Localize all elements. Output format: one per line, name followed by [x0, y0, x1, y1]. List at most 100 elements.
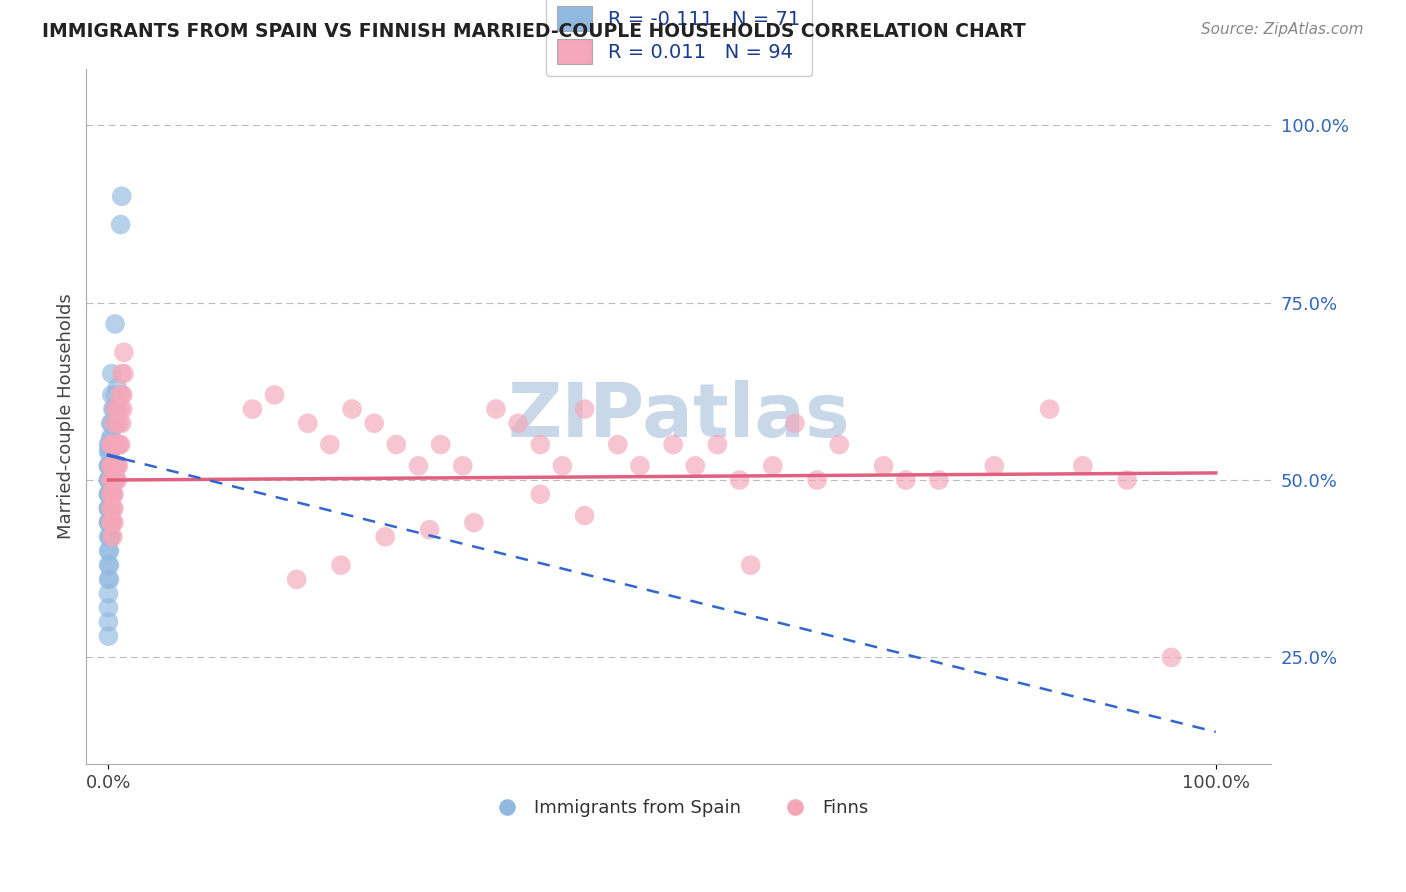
Point [100, 516, 122, 530]
Point [529, 487, 551, 501]
Point [100, 487, 122, 501]
Point [101, 437, 124, 451]
Point [97, 444, 120, 458]
Point [97, 487, 120, 501]
Point [104, 388, 127, 402]
Point [108, 388, 131, 402]
Point [1071, 458, 1094, 473]
Point [97, 600, 120, 615]
Point [104, 317, 127, 331]
Text: ZIPatlas: ZIPatlas [508, 380, 851, 452]
Point [111, 189, 134, 203]
Point [110, 437, 132, 451]
Point [100, 437, 122, 451]
Point [100, 530, 122, 544]
Point [104, 473, 127, 487]
Point [100, 516, 122, 530]
Point [97, 487, 120, 501]
Point [662, 437, 685, 451]
Point [100, 430, 122, 444]
Point [740, 558, 762, 573]
Point [285, 573, 308, 587]
Point [98, 437, 121, 451]
Point [105, 458, 128, 473]
Point [408, 458, 430, 473]
Point [100, 473, 122, 487]
Point [97, 586, 120, 600]
Point [111, 367, 134, 381]
Point [551, 458, 574, 473]
Point [105, 473, 128, 487]
Point [242, 402, 264, 417]
Point [485, 402, 508, 417]
Text: IMMIGRANTS FROM SPAIN VS FINNISH MARRIED-COUPLE HOUSEHOLDS CORRELATION CHART: IMMIGRANTS FROM SPAIN VS FINNISH MARRIED… [42, 22, 1026, 41]
Point [100, 367, 122, 381]
Point [98, 501, 121, 516]
Point [110, 402, 132, 417]
Point [103, 437, 125, 451]
Point [108, 437, 131, 451]
Point [806, 473, 828, 487]
Point [98, 487, 121, 501]
Point [100, 430, 122, 444]
Point [100, 487, 122, 501]
Point [97, 501, 120, 516]
Point [104, 437, 127, 451]
Point [98, 444, 121, 458]
Point [100, 388, 122, 402]
Point [98, 473, 121, 487]
Point [98, 458, 121, 473]
Point [828, 437, 851, 451]
Point [103, 458, 125, 473]
Point [105, 437, 128, 451]
Point [374, 530, 396, 544]
Point [97, 615, 120, 629]
Point [872, 458, 894, 473]
Point [103, 417, 125, 431]
Point [98, 473, 121, 487]
Point [103, 516, 125, 530]
Point [101, 402, 124, 417]
Point [111, 388, 134, 402]
Point [385, 437, 408, 451]
Point [98, 530, 121, 544]
Point [1039, 402, 1062, 417]
Point [100, 487, 122, 501]
Point [330, 558, 353, 573]
Point [98, 573, 121, 587]
Point [104, 458, 127, 473]
Point [508, 417, 530, 431]
Point [529, 437, 551, 451]
Point [100, 458, 122, 473]
Point [103, 501, 125, 516]
Point [98, 501, 121, 516]
Point [100, 473, 122, 487]
Point [894, 473, 917, 487]
Point [101, 530, 124, 544]
Point [606, 437, 628, 451]
Point [107, 402, 129, 417]
Point [105, 402, 128, 417]
Point [97, 516, 120, 530]
Point [103, 458, 125, 473]
Point [105, 473, 128, 487]
Point [100, 487, 122, 501]
Point [107, 437, 129, 451]
Point [98, 558, 121, 573]
Point [100, 437, 122, 451]
Point [105, 437, 128, 451]
Point [101, 437, 124, 451]
Point [319, 437, 342, 451]
Point [100, 458, 122, 473]
Point [97, 516, 120, 530]
Point [100, 530, 122, 544]
Point [100, 473, 122, 487]
Point [103, 437, 125, 451]
Point [101, 458, 124, 473]
Point [928, 473, 950, 487]
Point [574, 508, 596, 523]
Point [98, 516, 121, 530]
Point [451, 458, 474, 473]
Point [1116, 473, 1139, 487]
Point [983, 458, 1005, 473]
